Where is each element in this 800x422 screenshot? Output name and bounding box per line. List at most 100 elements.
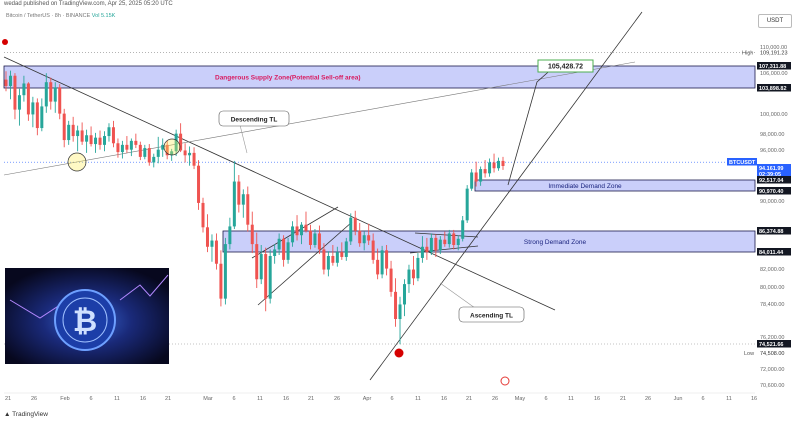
x-tick-label: 21	[5, 396, 11, 402]
candle-body	[394, 291, 398, 320]
zone-3	[222, 230, 756, 253]
candle-body	[488, 162, 492, 174]
tradingview-logo-icon: ▲	[4, 411, 11, 418]
y-tick-label: 70,600.00	[760, 383, 784, 389]
candle-body	[492, 162, 496, 169]
candle-body	[483, 169, 487, 174]
x-tick-label: Mar	[203, 396, 213, 402]
price-label-bg	[757, 84, 791, 92]
price-label: 84,011.44	[759, 250, 784, 256]
marker-high	[2, 39, 8, 45]
candle-body	[286, 242, 290, 260]
candle-body	[188, 152, 192, 156]
descending-trendline	[3, 56, 556, 311]
x-tick-label: 11	[114, 396, 120, 402]
candle-body	[85, 135, 89, 142]
candle-body	[407, 269, 411, 285]
y-tick-label: 76,200.00	[760, 335, 784, 341]
target-label: 105,428.72	[548, 64, 583, 71]
candle-body	[497, 160, 501, 169]
candle-body	[210, 240, 214, 247]
grid-layer	[4, 52, 755, 345]
candle-body	[429, 237, 433, 253]
candle-body	[438, 239, 442, 251]
trendlines-layer	[3, 11, 643, 381]
candle-body	[295, 226, 299, 236]
coin-inner	[62, 297, 108, 343]
candle-body	[349, 217, 353, 242]
candle-body	[125, 144, 129, 150]
x-tick-label: 11	[568, 396, 574, 402]
candle-body	[273, 249, 277, 256]
candle-body	[353, 217, 357, 231]
x-tick-label: 26	[31, 396, 37, 402]
x-tick-label: 11	[726, 396, 732, 402]
price-label: 86,374.88	[759, 229, 783, 235]
candle-body	[228, 226, 232, 245]
price-label: 94,161.99	[759, 166, 783, 172]
candle-body	[53, 87, 57, 102]
zone-label-3: Strong Demand Zone	[524, 239, 587, 246]
candle-body	[62, 113, 66, 141]
candle-body	[17, 95, 21, 110]
candle-body	[58, 87, 62, 114]
candle-body	[398, 304, 402, 320]
candle-body	[219, 263, 223, 299]
price-label: BTCUSDT	[729, 160, 756, 166]
candle-body	[456, 238, 460, 245]
tradingview-brand[interactable]: ▲ TradingView	[4, 411, 48, 418]
candle-body	[434, 237, 438, 251]
lightning-right	[119, 274, 169, 301]
bitcoin-artwork: ₿	[5, 268, 169, 364]
time-axis-layer: 21 26 Feb 6 11 16 21 Mar 6 11 16 21 26 Apr 6 11 16 21 26 Ma…	[4, 392, 757, 402]
price-axis-layer: 70,600.00 72,000.00 76,200.00 78,400.00 80,0…	[727, 45, 791, 389]
x-tick-label: 11	[257, 396, 263, 402]
touch-circle-2	[163, 138, 181, 156]
candle-body	[44, 82, 48, 107]
currency-button[interactable]: USDT	[758, 14, 792, 28]
candle-body	[268, 255, 272, 299]
x-tick-label: 21	[466, 396, 472, 402]
candle-body	[479, 169, 483, 182]
ascending-tl-callout	[458, 306, 525, 323]
candle-body	[380, 250, 384, 275]
x-tick-label: 6	[390, 396, 393, 402]
candle-body	[461, 220, 465, 239]
candle-body	[165, 144, 169, 156]
price-label-bg	[757, 248, 791, 256]
low-label: Low	[744, 351, 754, 357]
candle-body	[340, 252, 344, 257]
coin	[54, 289, 116, 351]
candle-body	[80, 130, 84, 142]
high-label: High	[742, 51, 753, 57]
candle-body	[465, 188, 469, 221]
chart-header: wedad published on TradingView.com, Apr …	[0, 0, 800, 10]
candle-body	[205, 227, 209, 247]
touch-circle-1	[67, 152, 87, 172]
candle-body	[300, 224, 304, 236]
candle-body	[376, 259, 380, 275]
overlay-layer: Descending TL Ascending TL 105,428.72 ₿	[2, 39, 594, 386]
candle-body	[367, 235, 371, 241]
candle-body	[232, 181, 236, 227]
brand-name: TradingView	[12, 411, 48, 418]
price-label: 90,970.40	[759, 189, 783, 195]
candle-body	[402, 284, 406, 305]
marker-event	[500, 376, 510, 386]
price-label-bg	[757, 164, 791, 172]
price-label-bg	[757, 340, 791, 348]
x-tick-label: 21	[308, 396, 314, 402]
candle-body	[425, 246, 429, 253]
price-label-bg	[727, 158, 757, 166]
symbol-name[interactable]: Bitcoin / TetherUS · 8h · BINANCE	[6, 13, 91, 19]
candle-body	[443, 239, 447, 245]
candle-body	[13, 75, 17, 110]
candle-body	[174, 133, 178, 152]
callout-pointer-1	[239, 124, 248, 154]
x-tick-label: 21	[620, 396, 626, 402]
x-tick-label: Feb	[60, 396, 69, 402]
candle-body	[358, 230, 362, 244]
candle-body	[143, 148, 147, 157]
y-tick-label: 78,400.00	[760, 302, 784, 308]
